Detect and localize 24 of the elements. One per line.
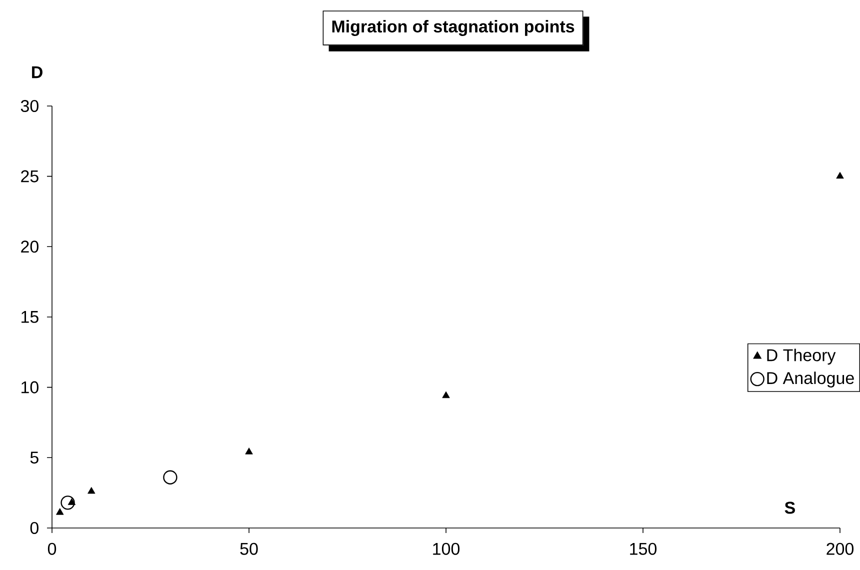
point — [836, 172, 844, 179]
x-axis-title: S — [784, 502, 795, 514]
point — [88, 487, 96, 494]
point — [56, 508, 64, 515]
point — [60, 496, 75, 510]
point — [163, 470, 178, 484]
y-tick-label: 30 — [20, 100, 38, 112]
y-tick-label: 0 — [30, 522, 38, 534]
x-tick-label: 200 — [826, 542, 854, 555]
y-axis-title: D — [32, 66, 42, 78]
y-tick-label: 5 — [30, 452, 38, 464]
y-tick-label: 20 — [21, 240, 38, 253]
x-tick-label: 150 — [630, 542, 657, 555]
x-tick-label: 0 — [48, 542, 56, 555]
x-tick-label: 100 — [433, 542, 460, 555]
chart-title: Migration of stagnation points — [332, 20, 574, 36]
y-tick-label: 25 — [21, 170, 38, 182]
y-tick-label: 10 — [22, 381, 38, 394]
y-tick-label: 15 — [22, 311, 38, 323]
point — [442, 391, 450, 398]
point — [245, 448, 253, 454]
legend-label: D Analogue — [767, 372, 854, 388]
x-tick-label: 50 — [240, 542, 258, 555]
legend-label: D Theory — [767, 348, 836, 365]
